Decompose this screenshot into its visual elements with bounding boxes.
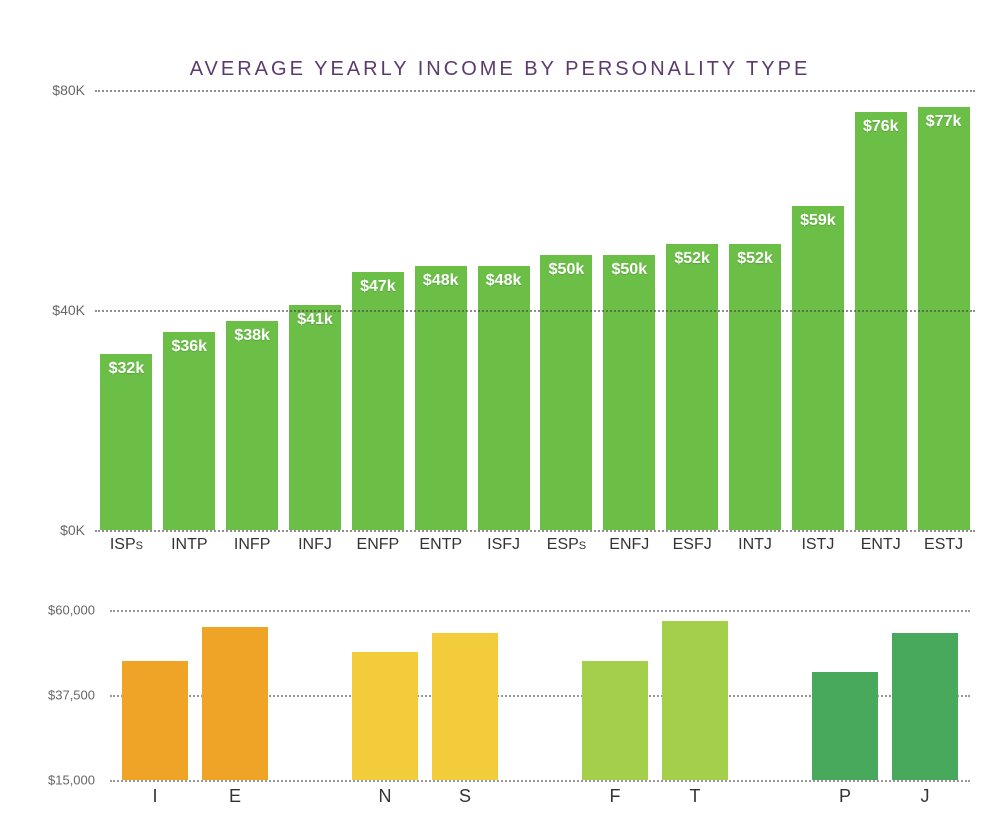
main-gridline bbox=[95, 90, 975, 92]
small-bar-p bbox=[812, 672, 878, 780]
main-xlabel: ISPS bbox=[95, 536, 158, 554]
dichotomy-chart-0: IE bbox=[110, 610, 280, 780]
bar-value-label: $48k bbox=[415, 272, 467, 290]
bar: $48k bbox=[478, 266, 530, 530]
bar: $50k bbox=[540, 255, 592, 530]
small-xlabel: S bbox=[432, 786, 498, 807]
main-xlabel: ENFP bbox=[346, 536, 409, 554]
dichotomy-chart-2: FT bbox=[570, 610, 740, 780]
main-xlabel: INFP bbox=[221, 536, 284, 554]
small-xlabel: N bbox=[352, 786, 418, 807]
main-bar-infj: $41k bbox=[284, 305, 347, 531]
main-bar-chart: $32k $36k $38k $41k $47k $48k $48k $50k $50k $52k… bbox=[95, 90, 975, 560]
dichotomy-chart-1: NS bbox=[340, 610, 510, 780]
main-bar-isfj: $48k bbox=[472, 266, 535, 530]
bar-value-label: $50k bbox=[603, 261, 655, 279]
chart-title: AVERAGE YEARLY INCOME BY PERSONALITY TYP… bbox=[0, 0, 1000, 81]
bar-value-label: $36k bbox=[163, 338, 215, 356]
main-bar-esfj: $52k bbox=[661, 244, 724, 530]
dichotomy-charts: $15,000$37,500$60,000 IENSFTPJ bbox=[45, 610, 975, 810]
bar-value-label: $59k bbox=[792, 212, 844, 230]
small-bar-s bbox=[432, 633, 498, 780]
bar: $52k bbox=[729, 244, 781, 530]
main-xlabel: INTJ bbox=[724, 536, 787, 554]
main-gridline bbox=[95, 310, 975, 312]
main-xlabel: ESTJ bbox=[912, 536, 975, 554]
bar-value-label: $76k bbox=[855, 118, 907, 136]
bar: $41k bbox=[289, 305, 341, 531]
small-ytick-label: $60,000 bbox=[48, 603, 95, 618]
main-bar-entj: $76k bbox=[849, 112, 912, 530]
bar-value-label: $38k bbox=[226, 327, 278, 345]
small-bar-j bbox=[892, 633, 958, 780]
bar-value-label: $41k bbox=[289, 311, 341, 329]
main-xlabel: ISTJ bbox=[786, 536, 849, 554]
small-bar-t bbox=[662, 621, 728, 780]
bar-value-label: $50k bbox=[540, 261, 592, 279]
small-ytick-label: $15,000 bbox=[48, 773, 95, 788]
main-bar-estj: $77k bbox=[912, 107, 975, 531]
main-ytick-label: $0K bbox=[40, 522, 85, 538]
main-bar-entp: $48k bbox=[409, 266, 472, 530]
main-bar-istj: $59k bbox=[786, 206, 849, 531]
main-xlabel: ENTJ bbox=[849, 536, 912, 554]
small-xlabel: P bbox=[812, 786, 878, 807]
small-bar-e bbox=[202, 627, 268, 780]
small-xlabel: I bbox=[122, 786, 188, 807]
small-xlabel: F bbox=[582, 786, 648, 807]
bar: $38k bbox=[226, 321, 278, 530]
small-xlabel: J bbox=[892, 786, 958, 807]
main-xlabel: ESFJ bbox=[661, 536, 724, 554]
main-bar-isps: $32k bbox=[95, 354, 158, 530]
main-bar-intj: $52k bbox=[724, 244, 787, 530]
bar: $59k bbox=[792, 206, 844, 531]
bar: $36k bbox=[163, 332, 215, 530]
bar: $76k bbox=[855, 112, 907, 530]
bar-value-label: $52k bbox=[666, 250, 718, 268]
main-xlabel: ISFJ bbox=[472, 536, 535, 554]
bar: $77k bbox=[918, 107, 970, 531]
main-bar-intp: $36k bbox=[158, 332, 221, 530]
bar-value-label: $32k bbox=[100, 360, 152, 378]
main-xlabel: ENFJ bbox=[598, 536, 661, 554]
main-bar-enfj: $50k bbox=[598, 255, 661, 530]
bar-value-label: $47k bbox=[352, 278, 404, 296]
dichotomy-chart-3: PJ bbox=[800, 610, 970, 780]
main-gridline bbox=[95, 530, 975, 532]
main-xlabel: INFJ bbox=[284, 536, 347, 554]
main-xlabel: INTP bbox=[158, 536, 221, 554]
main-xlabel: ESPS bbox=[535, 536, 598, 554]
bar-value-label: $77k bbox=[918, 113, 970, 131]
small-bar-n bbox=[352, 652, 418, 780]
bar-value-label: $48k bbox=[478, 272, 530, 290]
main-ytick-label: $80K bbox=[40, 82, 85, 98]
bar: $32k bbox=[100, 354, 152, 530]
small-xlabel: T bbox=[662, 786, 728, 807]
bar-value-label: $52k bbox=[729, 250, 781, 268]
main-bar-infp: $38k bbox=[221, 321, 284, 530]
main-ytick-label: $40K bbox=[40, 302, 85, 318]
main-bar-esps: $50k bbox=[535, 255, 598, 530]
bar: $52k bbox=[666, 244, 718, 530]
main-xlabel: ENTP bbox=[409, 536, 472, 554]
bar: $50k bbox=[603, 255, 655, 530]
small-ytick-label: $37,500 bbox=[48, 688, 95, 703]
small-xlabel: E bbox=[202, 786, 268, 807]
bar: $48k bbox=[415, 266, 467, 530]
small-bar-f bbox=[582, 661, 648, 780]
small-bar-i bbox=[122, 661, 188, 780]
